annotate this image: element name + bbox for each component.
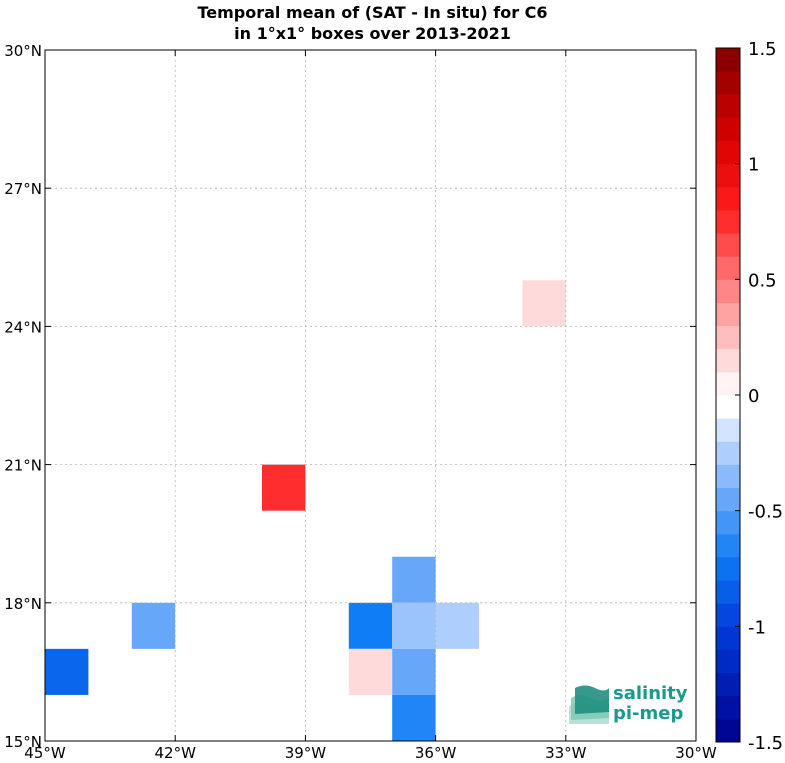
colorbar: 1.5 1 0.5 0 -0.5 -1 -1.5 bbox=[715, 39, 783, 754]
x-tick-label: 45°W bbox=[24, 744, 66, 762]
colorbar-segment bbox=[716, 325, 740, 350]
colorbar-tick-label: -1.5 bbox=[748, 733, 783, 754]
colorbar-segment bbox=[716, 233, 740, 257]
colorbar-segment bbox=[716, 580, 740, 604]
colorbar-tick-label: 0.5 bbox=[748, 270, 777, 291]
x-tick-label: 42°W bbox=[154, 744, 196, 762]
colorbar-tick-label: -1 bbox=[748, 617, 766, 638]
colorbar-tick-label: 1 bbox=[748, 155, 759, 176]
chart-title-line-2: in 1°x1° boxes over 2013-2021 bbox=[234, 24, 511, 43]
colorbar-segment bbox=[716, 603, 740, 627]
colorbar-segment bbox=[716, 371, 740, 396]
grid-cell bbox=[131, 602, 176, 649]
y-tick-label: 24°N bbox=[4, 318, 42, 336]
cells-layer bbox=[45, 280, 566, 741]
colorbar-segment bbox=[716, 672, 740, 697]
colorbar-segment bbox=[716, 418, 740, 442]
colorbar-segment bbox=[716, 256, 740, 280]
grid-cell bbox=[392, 602, 436, 649]
y-tick-label: 21°N bbox=[4, 457, 42, 475]
axis-layer: 45°W 42°W 39°W 36°W 33°W 30°W 15°N 18°N 21°N 24°N… bbox=[4, 42, 717, 762]
colorbar-tick-label: -0.5 bbox=[748, 502, 783, 523]
chart-title: Temporal mean of (SAT - In situ) for C6 … bbox=[0, 2, 745, 44]
y-tick-label: 30°N bbox=[4, 42, 42, 60]
grid-cell bbox=[348, 602, 393, 649]
grid-cell bbox=[45, 648, 89, 695]
colorbar-segment bbox=[716, 94, 740, 118]
colorbar-segment bbox=[716, 441, 740, 465]
colorbar-segment bbox=[716, 140, 740, 165]
colorbar-segment bbox=[716, 695, 740, 720]
colorbar-segment bbox=[716, 209, 740, 234]
colorbar-segment bbox=[716, 117, 740, 142]
x-tick-label: 36°W bbox=[415, 744, 457, 762]
plot-frame bbox=[44, 49, 697, 742]
grid-cell bbox=[392, 694, 436, 741]
colorbar-segment bbox=[716, 163, 740, 188]
grid-cell bbox=[392, 648, 436, 695]
logo-line-2: pi-mep bbox=[613, 703, 684, 724]
colorbar-segment bbox=[716, 71, 740, 95]
grid-cell bbox=[348, 648, 393, 695]
grid-cell bbox=[435, 602, 479, 649]
colorbar-segment bbox=[716, 186, 740, 211]
pi-mep-logo: salinity pi-mep bbox=[565, 684, 695, 728]
colorbar-segment bbox=[716, 533, 740, 558]
y-tick-label: 15°N bbox=[4, 733, 42, 751]
colorbar-segment bbox=[716, 48, 740, 72]
colorbar-segment bbox=[716, 302, 740, 327]
colorbar-segment bbox=[716, 279, 740, 303]
grid-cell bbox=[262, 464, 306, 511]
colorbar-segment bbox=[716, 556, 740, 581]
grid-cell bbox=[392, 556, 436, 603]
colorbar-segment bbox=[716, 510, 740, 535]
grid-cell bbox=[522, 280, 566, 327]
x-tick-label: 33°W bbox=[545, 744, 587, 762]
colorbar-segment bbox=[716, 348, 740, 373]
colorbar-segment bbox=[716, 718, 740, 743]
grid-layer bbox=[45, 50, 696, 741]
layered-waves-logo-icon bbox=[569, 685, 609, 724]
colorbar-tick-label: 1.5 bbox=[748, 39, 777, 60]
colorbar-segment bbox=[716, 464, 740, 489]
colorbar-tick-label: 0 bbox=[748, 386, 759, 407]
colorbar-segment bbox=[716, 626, 740, 650]
colorbar-segment bbox=[716, 395, 740, 419]
colorbar-segment bbox=[716, 487, 740, 512]
y-tick-label: 18°N bbox=[4, 595, 42, 613]
chart-title-line-1: Temporal mean of (SAT - In situ) for C6 bbox=[197, 3, 548, 22]
y-tick-label: 27°N bbox=[4, 180, 42, 198]
logo-line-1: salinity bbox=[613, 683, 688, 704]
x-tick-label: 30°W bbox=[675, 744, 717, 762]
colorbar-segment bbox=[716, 649, 740, 674]
x-tick-label: 39°W bbox=[285, 744, 327, 762]
